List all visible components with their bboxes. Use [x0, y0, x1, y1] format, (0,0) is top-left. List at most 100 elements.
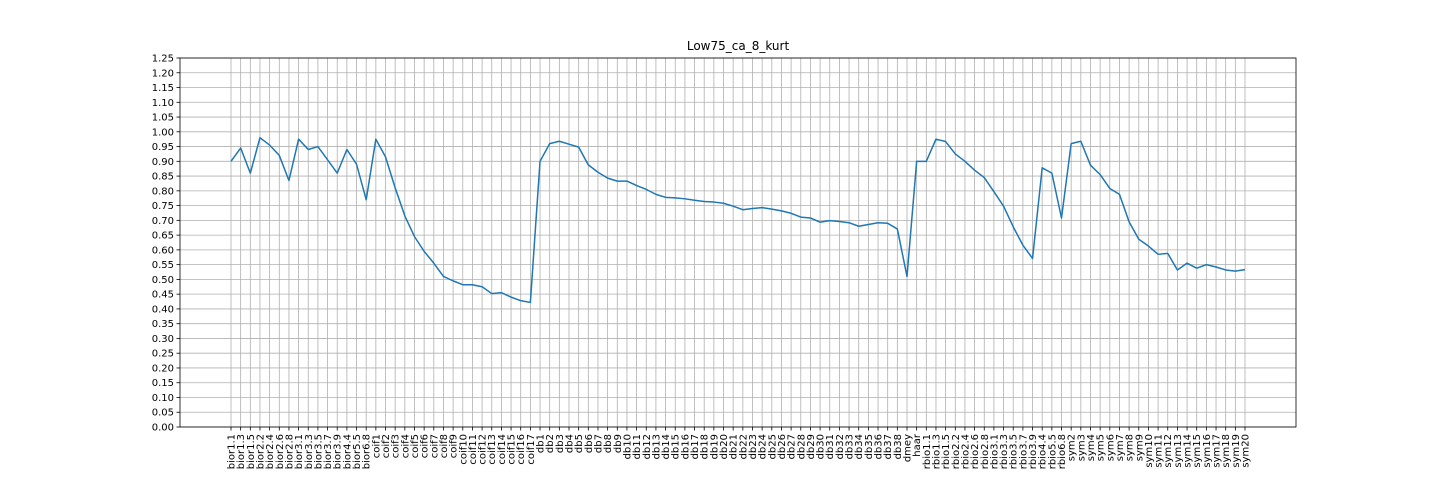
x-tick-label: coif1 — [371, 434, 382, 458]
y-tick-label: 0.45 — [152, 290, 174, 301]
x-tick-label: coif10 — [458, 434, 469, 465]
x-tick-label: db28 — [796, 434, 807, 459]
x-tick-label: bior1.3 — [236, 434, 247, 469]
x-tick-label: db20 — [719, 434, 730, 459]
x-tick-label: db6 — [584, 434, 595, 453]
x-tick-label: db11 — [632, 434, 643, 459]
chart-title: Low75_ca_8_kurt — [687, 39, 790, 53]
x-tick-label: sym10 — [1144, 434, 1155, 468]
y-tick-label: 0.35 — [152, 319, 174, 330]
y-tick-label: 0.55 — [152, 260, 174, 271]
x-tick-label: sym5 — [1096, 434, 1107, 461]
x-tick-label: db32 — [835, 434, 846, 459]
x-tick-label: db34 — [854, 434, 865, 459]
x-tick-label: db26 — [777, 434, 788, 459]
x-tick-label: coif8 — [439, 434, 450, 458]
x-tick-label: bior3.9 — [333, 434, 344, 469]
y-tick-label: 0.50 — [152, 275, 174, 286]
x-tick-label: sym14 — [1183, 434, 1194, 468]
x-tick-label: rbio4.4 — [1038, 434, 1049, 469]
x-tick-label: rbio3.1 — [989, 434, 1000, 469]
x-tick-label: sym2 — [1067, 434, 1078, 461]
y-tick-label: 1.00 — [152, 127, 174, 138]
x-tick-label: sym19 — [1231, 434, 1242, 468]
x-tick-label: rbio2.6 — [970, 434, 981, 469]
y-tick-label: 0.65 — [152, 231, 174, 242]
x-tick-label: bior1.1 — [227, 434, 238, 469]
x-tick-label: rbio1.1 — [922, 434, 933, 469]
x-tick-label: sym3 — [1076, 434, 1087, 461]
x-tick-label: rbio1.3 — [931, 434, 942, 469]
x-tick-label: db8 — [603, 434, 614, 453]
y-tick-label: 0.10 — [152, 393, 174, 404]
x-tick-label: db2 — [545, 434, 556, 453]
x-tick-label: bior2.2 — [255, 434, 266, 469]
x-tick-label: db29 — [806, 434, 817, 459]
y-tick-label: 0.20 — [152, 363, 174, 374]
x-tick-label: db14 — [661, 434, 672, 459]
x-tick-label: sym18 — [1221, 434, 1232, 468]
x-tick-label: coif13 — [487, 434, 498, 465]
x-tick-label: rbio5.5 — [1047, 434, 1058, 469]
x-tick-label: coif12 — [478, 434, 489, 465]
y-tick-label: 0.30 — [152, 334, 174, 345]
x-tick-label: coif16 — [516, 434, 527, 465]
x-tick-label: db16 — [680, 434, 691, 459]
x-tick-label: sym8 — [1125, 434, 1136, 461]
x-tick-label: bior4.4 — [342, 434, 353, 469]
x-tick-label: coif9 — [449, 434, 460, 458]
x-tick-label: bior3.5 — [313, 434, 324, 469]
y-tick-label: 0.60 — [152, 245, 174, 256]
x-tick-label: coif17 — [526, 434, 537, 465]
x-tick-label: db38 — [893, 434, 904, 459]
x-tick-label: db10 — [622, 434, 633, 459]
y-tick-label: 0.15 — [152, 378, 174, 389]
x-tick-label: sym16 — [1202, 434, 1213, 468]
x-tick-label: bior3.3 — [304, 434, 315, 469]
x-tick-label: db36 — [874, 434, 885, 459]
x-tick-label: db12 — [642, 434, 653, 459]
x-tick-label: sym9 — [1134, 434, 1145, 461]
x-tick-label: db25 — [767, 434, 778, 459]
series-group — [230, 136, 1246, 304]
x-tick-label: sym7 — [1115, 434, 1126, 461]
x-tick-label: db9 — [613, 434, 624, 453]
x-tick-label: bior2.8 — [284, 434, 295, 469]
x-tick-label: db23 — [748, 434, 759, 459]
x-tick-label: db21 — [729, 434, 740, 459]
x-tick-label: sym20 — [1241, 434, 1252, 468]
y-tick-label: 1.15 — [152, 83, 174, 94]
series-line — [230, 136, 1246, 304]
x-tick-label: db19 — [709, 434, 720, 459]
y-tick-label: 0.70 — [152, 216, 174, 227]
x-tick-label: sym12 — [1163, 434, 1174, 468]
y-tick-label: 1.25 — [152, 54, 174, 65]
x-tick-label: rbio3.7 — [1018, 434, 1029, 469]
y-tick-label: 1.10 — [152, 98, 174, 109]
x-tick-label: coif6 — [420, 434, 431, 458]
x-tick-label: sym17 — [1212, 434, 1223, 468]
x-tick-label: bior1.5 — [246, 434, 257, 469]
x-tick-label: db3 — [555, 434, 566, 453]
x-tick-label: db22 — [738, 434, 749, 459]
x-tick-label: rbio1.5 — [941, 434, 952, 469]
x-tick-label: db7 — [593, 434, 604, 453]
x-tick-label: sym13 — [1173, 434, 1184, 468]
x-tick-label: db17 — [690, 434, 701, 459]
y-tick-label: 0.90 — [152, 157, 174, 168]
x-tick-label: rbio3.9 — [1028, 434, 1039, 469]
x-tick-label: dmey — [903, 434, 914, 462]
y-tick-label: 1.05 — [152, 113, 174, 124]
x-tick-label: db31 — [825, 434, 836, 459]
y-tick-label: 0.05 — [152, 408, 174, 419]
x-tick-label: coif5 — [410, 434, 421, 458]
y-tick-label: 0.40 — [152, 304, 174, 315]
grid-lines — [180, 57, 1296, 428]
y-tick-label: 0.00 — [152, 423, 174, 434]
y-tick-label: 0.95 — [152, 142, 174, 153]
x-tick-label: coif4 — [400, 434, 411, 458]
y-tick-label: 0.80 — [152, 186, 174, 197]
x-tick-label: db37 — [883, 434, 894, 459]
x-tick-label: bior5.5 — [352, 434, 363, 469]
